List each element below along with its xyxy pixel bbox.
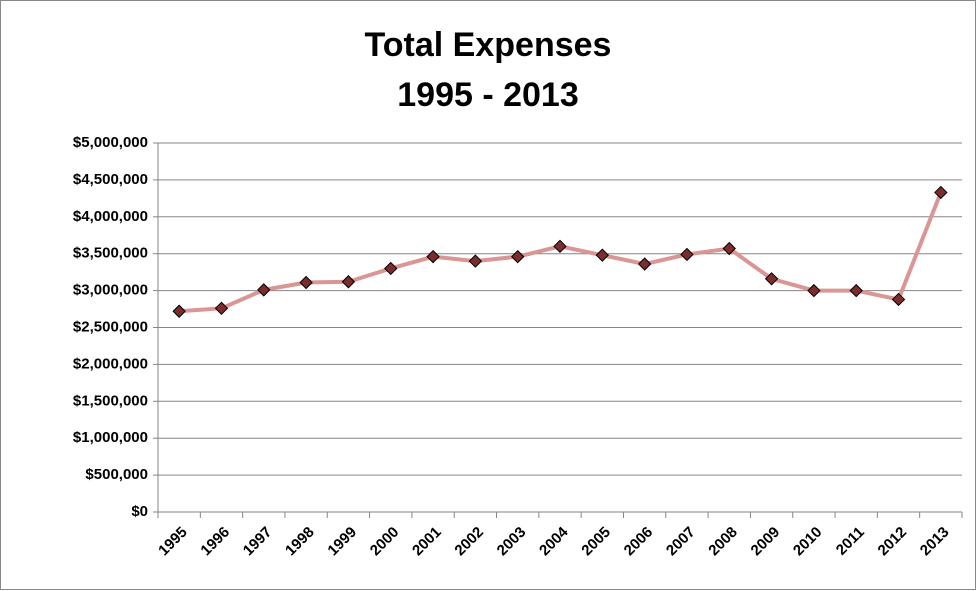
chart-subtitle: 1995 - 2013 (397, 76, 579, 114)
y-tick-label: $4,000,000 (73, 208, 148, 225)
data-point (807, 283, 821, 298)
chart-title: Total Expenses (365, 26, 612, 64)
data-point (849, 283, 863, 298)
data-point (172, 304, 186, 318)
data-point (214, 301, 229, 316)
data-point (553, 239, 567, 254)
y-tick-label: $4,500,000 (73, 171, 148, 188)
data-point (299, 275, 313, 290)
data-point (722, 241, 736, 256)
y-tick-label: $500,000 (85, 466, 148, 483)
y-tick-label: $5,000,000 (73, 134, 148, 151)
data-point (468, 254, 483, 268)
y-tick-label: $3,500,000 (73, 245, 148, 262)
data-point (764, 272, 779, 286)
data-point (384, 261, 398, 276)
data-point (426, 249, 440, 264)
data-point (257, 283, 271, 297)
data-point (510, 249, 525, 264)
y-tick-label: $1,000,000 (73, 429, 148, 446)
y-tick-label: $0 (131, 503, 148, 520)
data-point (595, 248, 610, 262)
data-point (341, 275, 356, 289)
y-tick-label: $1,500,000 (73, 392, 148, 409)
y-tick-label: $2,500,000 (73, 318, 148, 335)
data-point (637, 257, 652, 271)
data-point (680, 247, 694, 262)
y-tick-label: $2,000,000 (73, 355, 148, 372)
y-tick-label: $3,000,000 (73, 282, 148, 299)
data-point (934, 185, 948, 200)
data-point (891, 292, 906, 307)
